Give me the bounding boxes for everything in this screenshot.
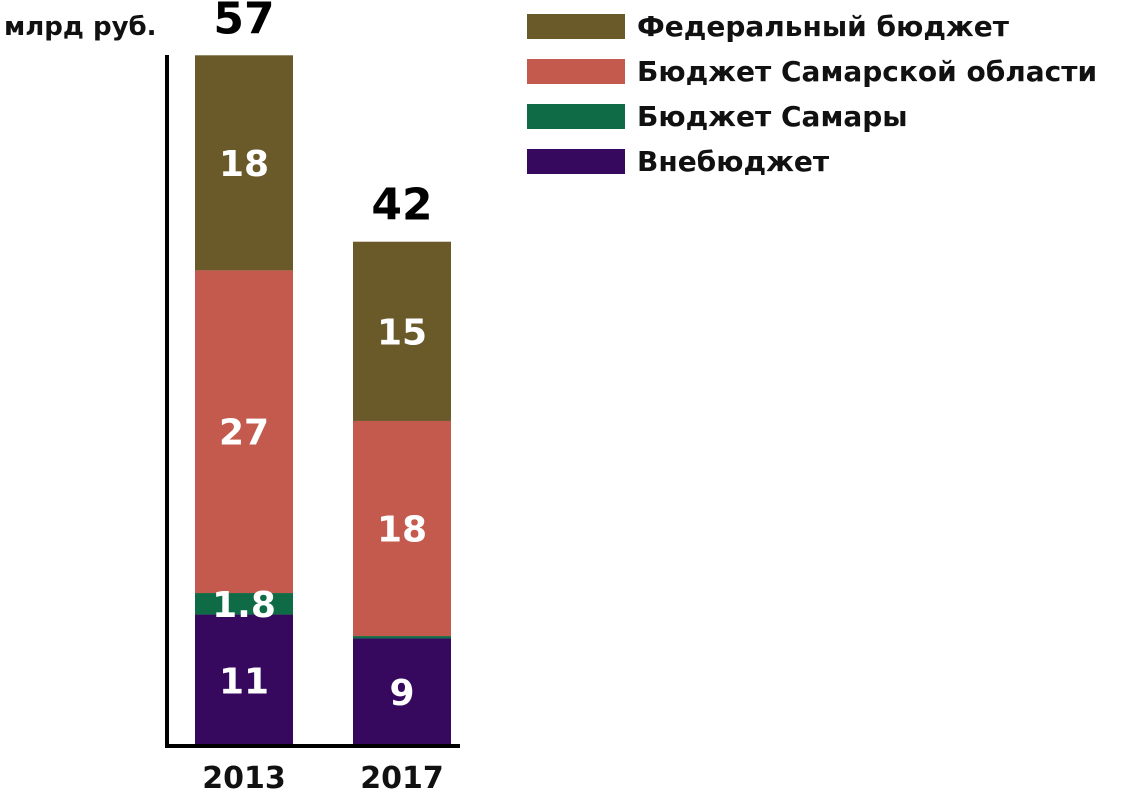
x-tick-label-2013: 2013 (202, 761, 286, 796)
data-label-2017-2: 18 (377, 510, 427, 551)
data-label-2017-3: 15 (377, 312, 427, 353)
bar-segment-2013-1 (195, 593, 293, 615)
data-label-2013-2: 27 (219, 413, 269, 454)
bar-segment-2013-0 (195, 614, 293, 746)
bar-segment-2017-2 (353, 420, 451, 637)
bar-segment-2013-3 (195, 55, 293, 271)
legend-label: Бюджет Самары (637, 100, 908, 133)
legend-item: Федеральный бюджет (527, 4, 1097, 49)
bar-segment-2013-2 (195, 270, 293, 594)
legend-label: Внебюджет (637, 145, 830, 178)
data-label-2013-1: 1.8 (212, 585, 276, 626)
bars-group (195, 55, 451, 746)
data-label-2013-3: 18 (219, 144, 269, 185)
labels-group: 11 1.8 27 18 57 2013 9 18 15 42 2017 (202, 0, 444, 796)
bar-segment-2017-1 (353, 636, 451, 639)
total-label-2017: 42 (371, 180, 432, 231)
y-axis-unit-label: млрд руб. (4, 12, 157, 42)
legend-swatch (527, 149, 625, 174)
legend-item: Бюджет Самарской области (527, 49, 1097, 94)
legend-item: Бюджет Самары (527, 94, 1097, 139)
data-label-2017-0: 9 (389, 673, 414, 714)
legend-swatch (527, 104, 625, 129)
data-label-2013-0: 11 (219, 661, 269, 702)
legend-swatch (527, 14, 625, 39)
legend: Федеральный бюджет Бюджет Самарской облас… (527, 4, 1097, 184)
legend-item: Внебюджет (527, 139, 1097, 184)
legend-swatch (527, 59, 625, 84)
x-tick-label-2017: 2017 (360, 761, 444, 796)
legend-label: Федеральный бюджет (637, 10, 1010, 43)
bar-segment-2017-0 (353, 638, 451, 746)
total-label-2013: 57 (213, 0, 274, 44)
legend-label: Бюджет Самарской области (637, 55, 1098, 88)
bar-segment-2017-3 (353, 241, 451, 421)
